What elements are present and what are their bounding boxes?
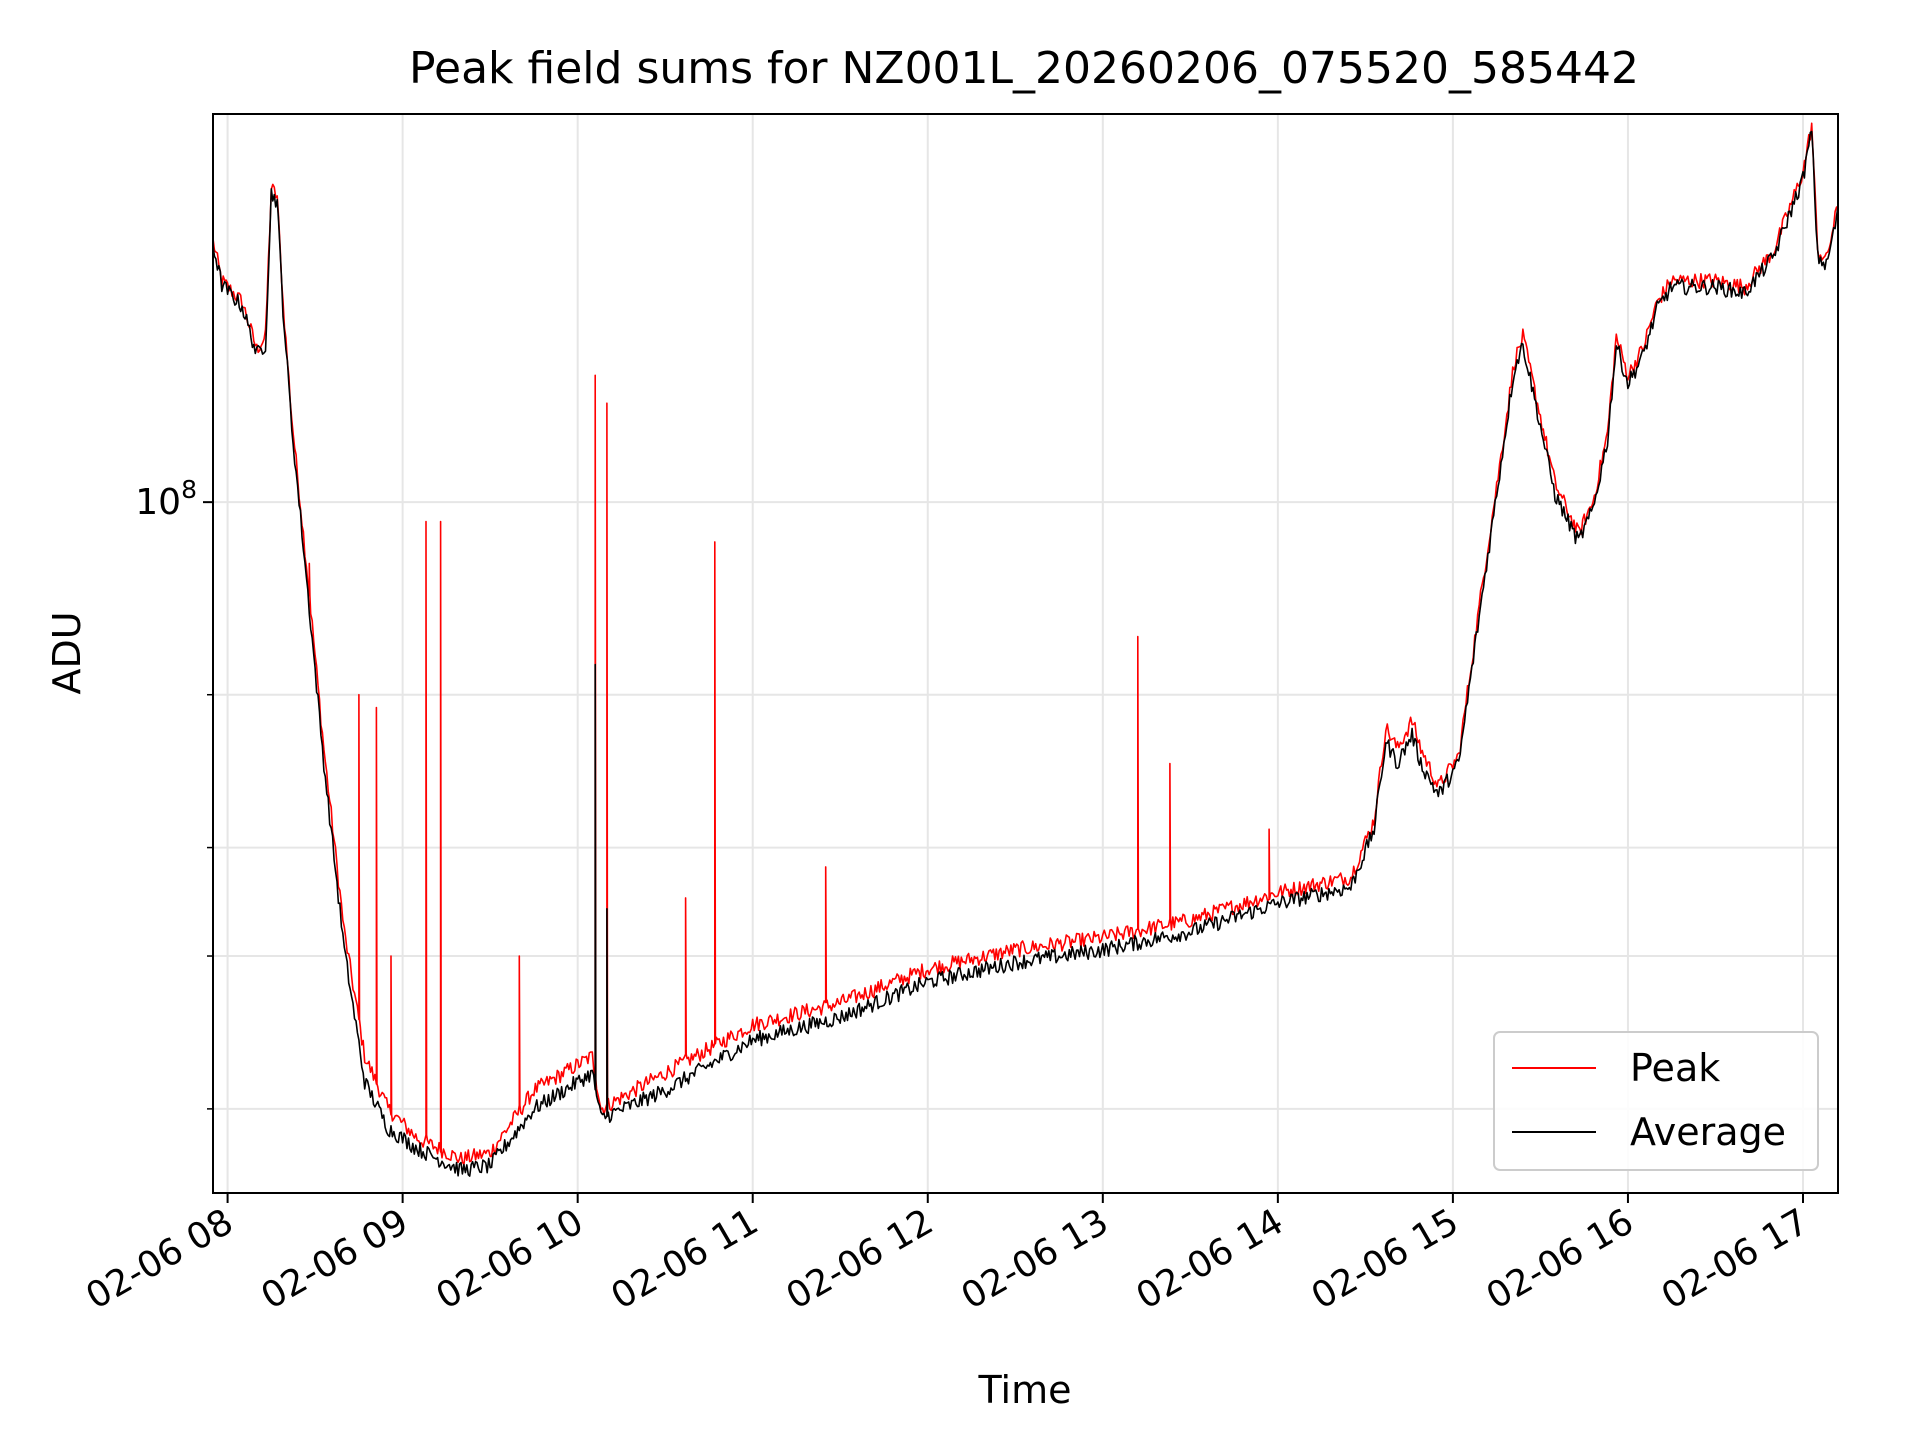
y-tick-label: 108: [135, 475, 197, 523]
y-tick-label-exponent: 8: [181, 475, 197, 504]
y-axis-label: ADU: [45, 611, 89, 694]
legend-average-label: Average: [1630, 1110, 1786, 1154]
series-line-peak: [213, 122, 1838, 1166]
legend-box: [1493, 1031, 1819, 1171]
x-axis-label: Time: [978, 1368, 1072, 1412]
y-axis: 108: [135, 475, 213, 1110]
plot-area: [213, 122, 1838, 1177]
series-line-average: [213, 130, 1838, 1177]
legend: Peak Average: [1493, 1031, 1819, 1171]
axes-frame: [212, 113, 1839, 1194]
y-tick-label-base: 10: [135, 482, 181, 523]
grid: [213, 114, 1838, 1193]
legend-peak-label: Peak: [1630, 1046, 1720, 1090]
chart-title: Peak field sums for NZ001L_20260206_0755…: [409, 43, 1639, 94]
